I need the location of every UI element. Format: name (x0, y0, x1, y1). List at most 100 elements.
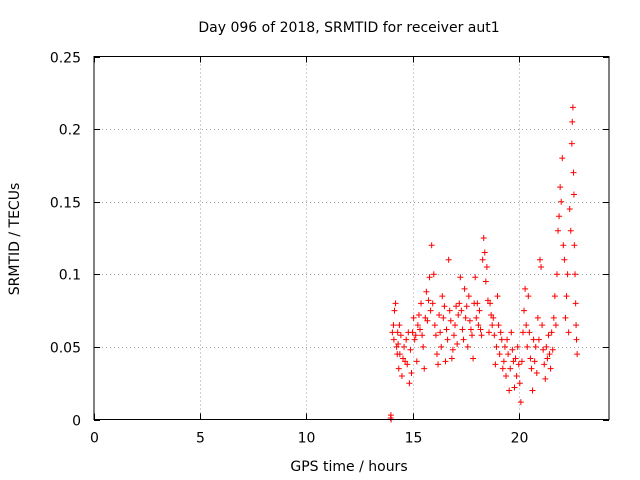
data-point (406, 380, 413, 387)
data-point (552, 322, 559, 329)
data-point (532, 343, 539, 350)
data-point (517, 399, 524, 406)
data-point (487, 300, 494, 307)
data-point (491, 332, 498, 339)
data-points (387, 104, 581, 423)
data-point (508, 329, 515, 336)
data-point (449, 346, 456, 353)
data-point (527, 355, 534, 362)
data-point (571, 242, 578, 249)
data-point (547, 365, 554, 372)
data-point (503, 372, 509, 379)
data-point (445, 256, 452, 263)
data-point (504, 336, 511, 343)
data-point (447, 317, 454, 324)
data-point (450, 332, 457, 339)
data-point (438, 343, 445, 350)
data-point (437, 329, 444, 336)
y-tick-label: 0.15 (50, 196, 81, 212)
data-point (394, 329, 401, 336)
data-point (533, 370, 540, 377)
data-point (568, 140, 575, 147)
data-point (523, 322, 530, 329)
data-point (550, 314, 557, 321)
data-point (561, 256, 568, 263)
data-point (494, 293, 501, 300)
data-point (455, 311, 462, 318)
data-point (519, 329, 526, 336)
data-point (441, 303, 448, 310)
data-point (418, 300, 425, 307)
data-point (529, 387, 536, 394)
data-point (563, 293, 570, 300)
data-point (401, 343, 408, 350)
data-point (467, 326, 474, 333)
data-point (456, 300, 463, 307)
data-point (567, 227, 574, 234)
x-tick-label: 5 (196, 431, 205, 447)
data-point (459, 326, 466, 333)
data-point (397, 332, 404, 339)
data-point (426, 274, 433, 281)
data-point (448, 355, 455, 362)
data-point (512, 355, 519, 362)
chart-title: Day 096 of 2018, SRMTID for receiver aut… (198, 20, 499, 36)
data-point (501, 343, 508, 350)
data-point (528, 365, 535, 372)
data-point (465, 293, 472, 300)
data-point (541, 361, 548, 368)
data-point (540, 346, 547, 353)
data-point (389, 329, 396, 336)
data-point (562, 314, 569, 321)
data-point (492, 361, 499, 368)
data-point (476, 307, 483, 314)
data-point (409, 329, 416, 336)
data-point (543, 343, 550, 350)
data-point (483, 264, 490, 271)
y-tick-labels: 0 0.05 0.1 0.15 0.2 0.25 (50, 51, 81, 430)
data-point (535, 336, 542, 343)
data-point (479, 256, 486, 263)
data-point (442, 358, 449, 365)
data-point (411, 336, 418, 343)
data-point (516, 380, 523, 387)
data-point (395, 340, 402, 347)
data-point (486, 329, 493, 336)
data-point (408, 370, 415, 377)
data-point (572, 271, 579, 278)
data-point (410, 314, 417, 321)
data-point (515, 361, 522, 368)
data-point (391, 307, 398, 314)
data-point (566, 205, 573, 212)
data-point (481, 249, 488, 256)
data-point (457, 274, 464, 281)
axis-ticks (94, 56, 609, 421)
data-point (446, 307, 453, 314)
data-point (460, 336, 467, 343)
data-point (480, 235, 487, 241)
data-point (538, 264, 545, 271)
y-tick-label: 0.05 (50, 341, 81, 357)
data-point (530, 336, 537, 343)
data-point (544, 355, 551, 362)
data-point (392, 300, 399, 307)
data-point (393, 343, 400, 350)
data-point (396, 351, 403, 358)
data-point (461, 285, 468, 292)
data-point (429, 300, 436, 307)
data-point (556, 213, 563, 220)
data-point (536, 256, 543, 263)
data-point (564, 271, 571, 278)
data-point (513, 372, 520, 379)
data-point (534, 314, 541, 321)
data-point (427, 307, 434, 314)
data-point (489, 322, 496, 329)
data-point (475, 322, 482, 329)
data-point (423, 288, 430, 295)
data-point (473, 314, 480, 321)
data-point (507, 365, 514, 372)
data-point (430, 271, 437, 278)
data-point (555, 227, 562, 234)
x-tick-labels: 0 5 10 15 20 (90, 431, 528, 447)
data-point (415, 311, 422, 318)
